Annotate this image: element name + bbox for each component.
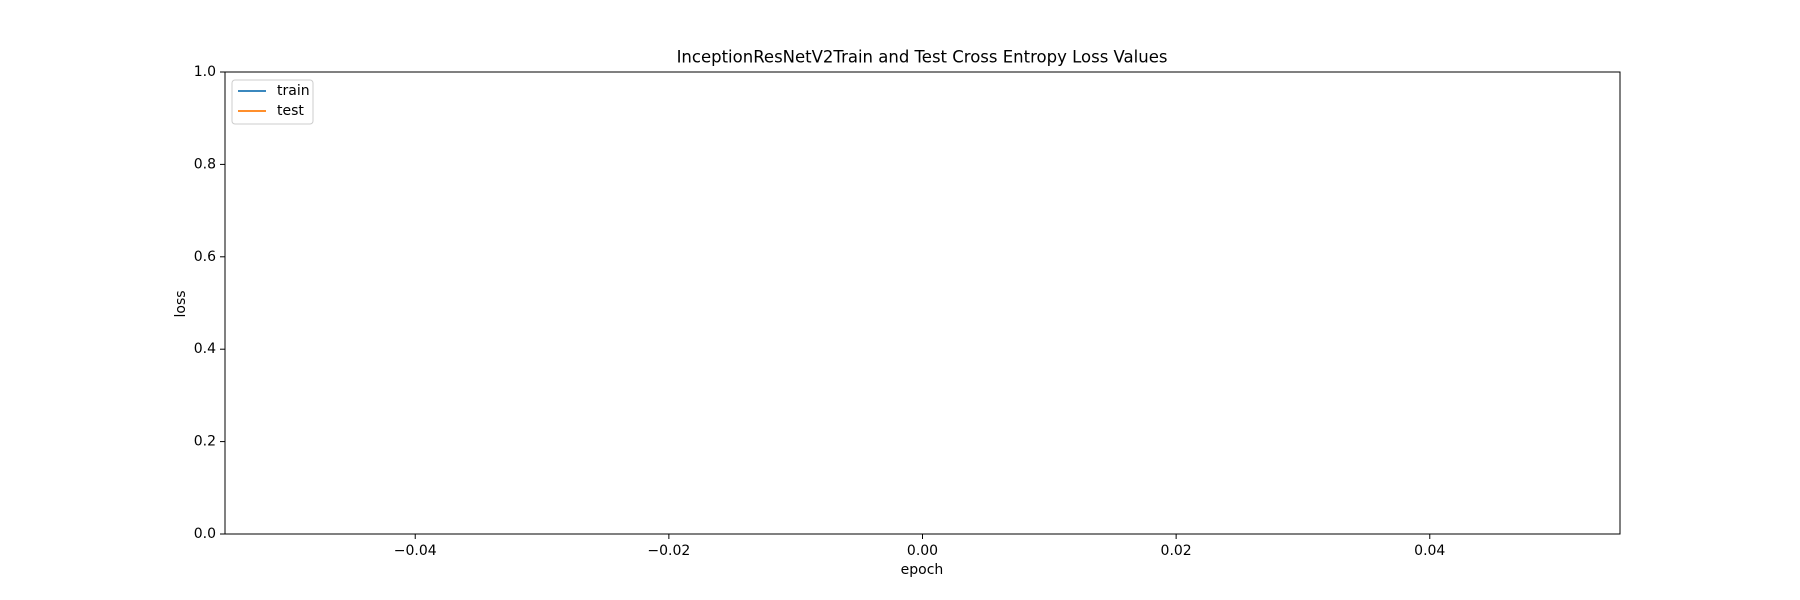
y-tick-label: 1.0 bbox=[194, 64, 216, 80]
x-tick-label: 0.02 bbox=[1161, 543, 1192, 559]
y-tick-label: 0.2 bbox=[194, 434, 216, 450]
chart-title: InceptionResNetV2Train and Test Cross En… bbox=[677, 48, 1168, 67]
y-tick-label: 0.4 bbox=[194, 341, 216, 357]
plot-frame bbox=[224, 71, 1621, 535]
y-tick-label: 0.0 bbox=[194, 526, 216, 542]
y-axis-label: loss bbox=[173, 290, 189, 317]
x-tick-label: −0.02 bbox=[647, 543, 690, 559]
y-tick-label: 0.8 bbox=[194, 156, 216, 172]
x-tick-label: 0.04 bbox=[1414, 543, 1445, 559]
x-axis-label: epoch bbox=[901, 562, 944, 578]
legend-label: train bbox=[277, 83, 310, 99]
legend-label: test bbox=[277, 103, 304, 119]
y-tick-label: 0.6 bbox=[194, 249, 216, 265]
x-tick-label: −0.04 bbox=[394, 543, 437, 559]
x-tick-label: 0.00 bbox=[907, 543, 938, 559]
